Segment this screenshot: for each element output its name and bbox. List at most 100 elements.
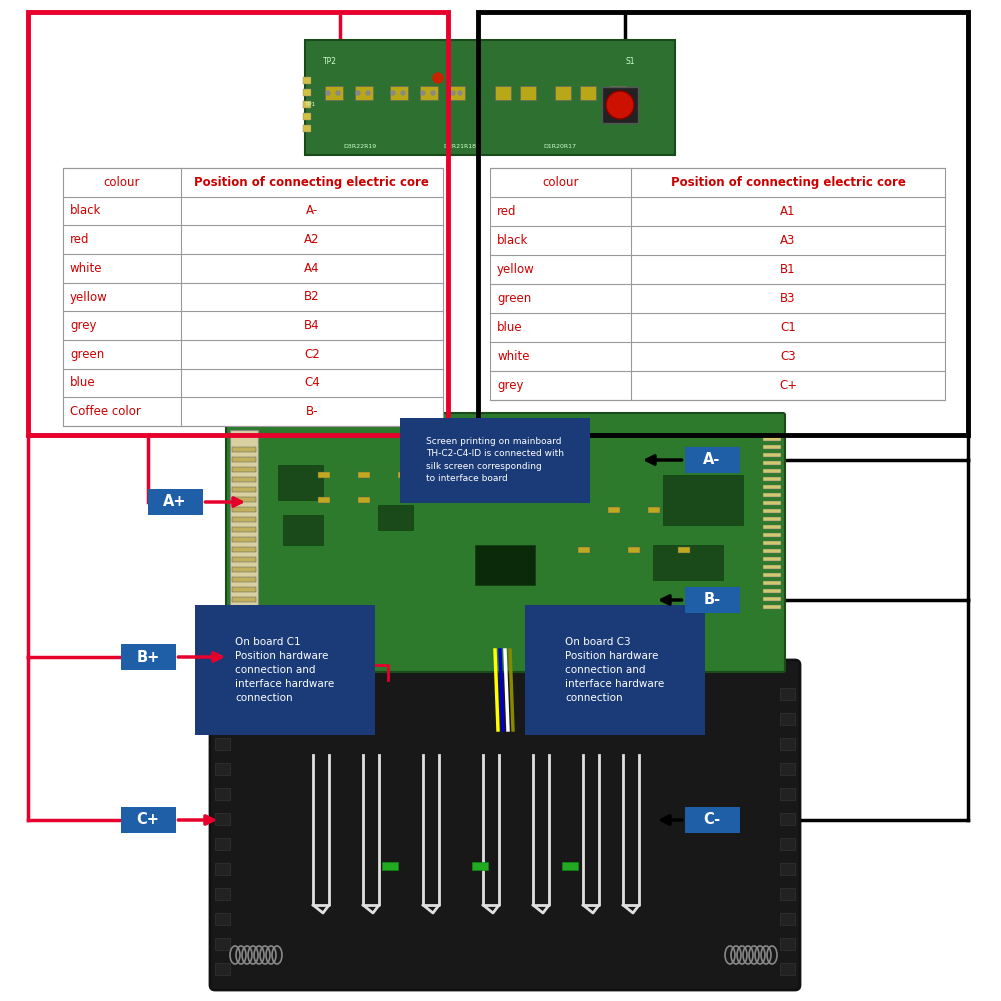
Bar bbox=[232, 637, 256, 642]
Bar bbox=[568, 487, 580, 493]
Bar bbox=[325, 86, 343, 100]
Bar bbox=[398, 472, 410, 478]
Bar bbox=[763, 549, 781, 553]
Text: B+: B+ bbox=[136, 650, 159, 665]
Bar bbox=[520, 86, 536, 100]
Bar bbox=[780, 938, 795, 950]
Bar bbox=[503, 477, 513, 485]
Bar bbox=[602, 87, 638, 123]
Bar bbox=[478, 12, 968, 435]
Bar bbox=[232, 477, 256, 482]
Bar bbox=[420, 86, 438, 100]
Bar bbox=[382, 862, 398, 870]
Bar bbox=[763, 541, 781, 545]
Text: colour: colour bbox=[543, 176, 579, 189]
Text: B-: B- bbox=[704, 593, 721, 608]
Circle shape bbox=[366, 91, 370, 95]
Text: D1R20R17: D1R20R17 bbox=[544, 144, 577, 149]
Text: black: black bbox=[497, 234, 529, 247]
Bar bbox=[648, 507, 660, 513]
Bar bbox=[358, 472, 370, 478]
Text: A-: A- bbox=[306, 204, 318, 217]
Bar bbox=[516, 451, 521, 457]
Text: white: white bbox=[70, 262, 102, 275]
Text: C-: C- bbox=[704, 813, 721, 828]
Bar bbox=[472, 862, 488, 870]
FancyBboxPatch shape bbox=[400, 417, 590, 503]
Circle shape bbox=[391, 91, 395, 95]
Bar bbox=[303, 89, 311, 96]
Bar bbox=[232, 597, 256, 602]
FancyBboxPatch shape bbox=[685, 447, 740, 473]
Bar bbox=[390, 86, 408, 100]
Circle shape bbox=[606, 91, 634, 119]
Bar bbox=[215, 713, 230, 725]
Circle shape bbox=[421, 91, 425, 95]
Text: B3: B3 bbox=[780, 292, 796, 305]
Bar bbox=[232, 577, 256, 582]
Bar bbox=[763, 589, 781, 593]
Bar bbox=[215, 863, 230, 875]
Bar bbox=[303, 125, 311, 132]
Text: green: green bbox=[70, 347, 104, 360]
Bar bbox=[488, 451, 493, 457]
Text: C+: C+ bbox=[779, 379, 797, 392]
Bar bbox=[555, 86, 571, 100]
Circle shape bbox=[451, 91, 455, 95]
Bar bbox=[780, 738, 795, 750]
Bar bbox=[232, 627, 256, 632]
Bar bbox=[528, 487, 540, 493]
Bar bbox=[489, 477, 499, 485]
Bar bbox=[232, 567, 256, 572]
Bar bbox=[495, 451, 500, 457]
FancyBboxPatch shape bbox=[147, 489, 202, 515]
Text: grey: grey bbox=[70, 319, 96, 332]
Bar bbox=[63, 168, 443, 426]
Text: C1: C1 bbox=[780, 321, 796, 334]
Bar bbox=[663, 475, 743, 525]
Bar bbox=[763, 500, 781, 505]
Bar bbox=[495, 86, 511, 100]
Bar bbox=[763, 445, 781, 449]
Text: red: red bbox=[497, 205, 517, 218]
Bar bbox=[763, 461, 781, 465]
Bar bbox=[780, 713, 795, 725]
Bar bbox=[485, 442, 525, 460]
Bar bbox=[215, 888, 230, 900]
Bar bbox=[232, 557, 256, 562]
Text: A2: A2 bbox=[304, 233, 319, 246]
Text: black: black bbox=[70, 204, 101, 217]
Bar bbox=[215, 813, 230, 825]
Text: S1: S1 bbox=[626, 57, 635, 66]
Bar bbox=[232, 507, 256, 512]
Bar bbox=[763, 437, 781, 441]
Bar bbox=[215, 838, 230, 850]
Text: B-: B- bbox=[305, 405, 318, 418]
Bar bbox=[517, 477, 527, 485]
Bar bbox=[305, 40, 675, 155]
Bar bbox=[428, 475, 458, 495]
Bar bbox=[475, 545, 535, 585]
Circle shape bbox=[336, 91, 340, 95]
Bar bbox=[628, 547, 640, 553]
Bar bbox=[780, 688, 795, 700]
FancyBboxPatch shape bbox=[120, 644, 175, 670]
Text: A3: A3 bbox=[781, 234, 796, 247]
Bar bbox=[763, 573, 781, 577]
Bar bbox=[763, 525, 781, 529]
Bar bbox=[232, 447, 256, 452]
Bar bbox=[215, 688, 230, 700]
Bar bbox=[763, 493, 781, 497]
Circle shape bbox=[433, 73, 443, 83]
Circle shape bbox=[458, 91, 462, 95]
Bar bbox=[215, 763, 230, 775]
Text: C2: C2 bbox=[304, 347, 319, 360]
Bar bbox=[502, 451, 507, 457]
Bar bbox=[303, 101, 311, 108]
Text: Coffee color: Coffee color bbox=[70, 405, 141, 418]
Bar bbox=[232, 487, 256, 492]
Text: green: green bbox=[497, 292, 532, 305]
Bar bbox=[763, 517, 781, 521]
Text: white: white bbox=[497, 350, 530, 363]
Bar bbox=[678, 547, 690, 553]
